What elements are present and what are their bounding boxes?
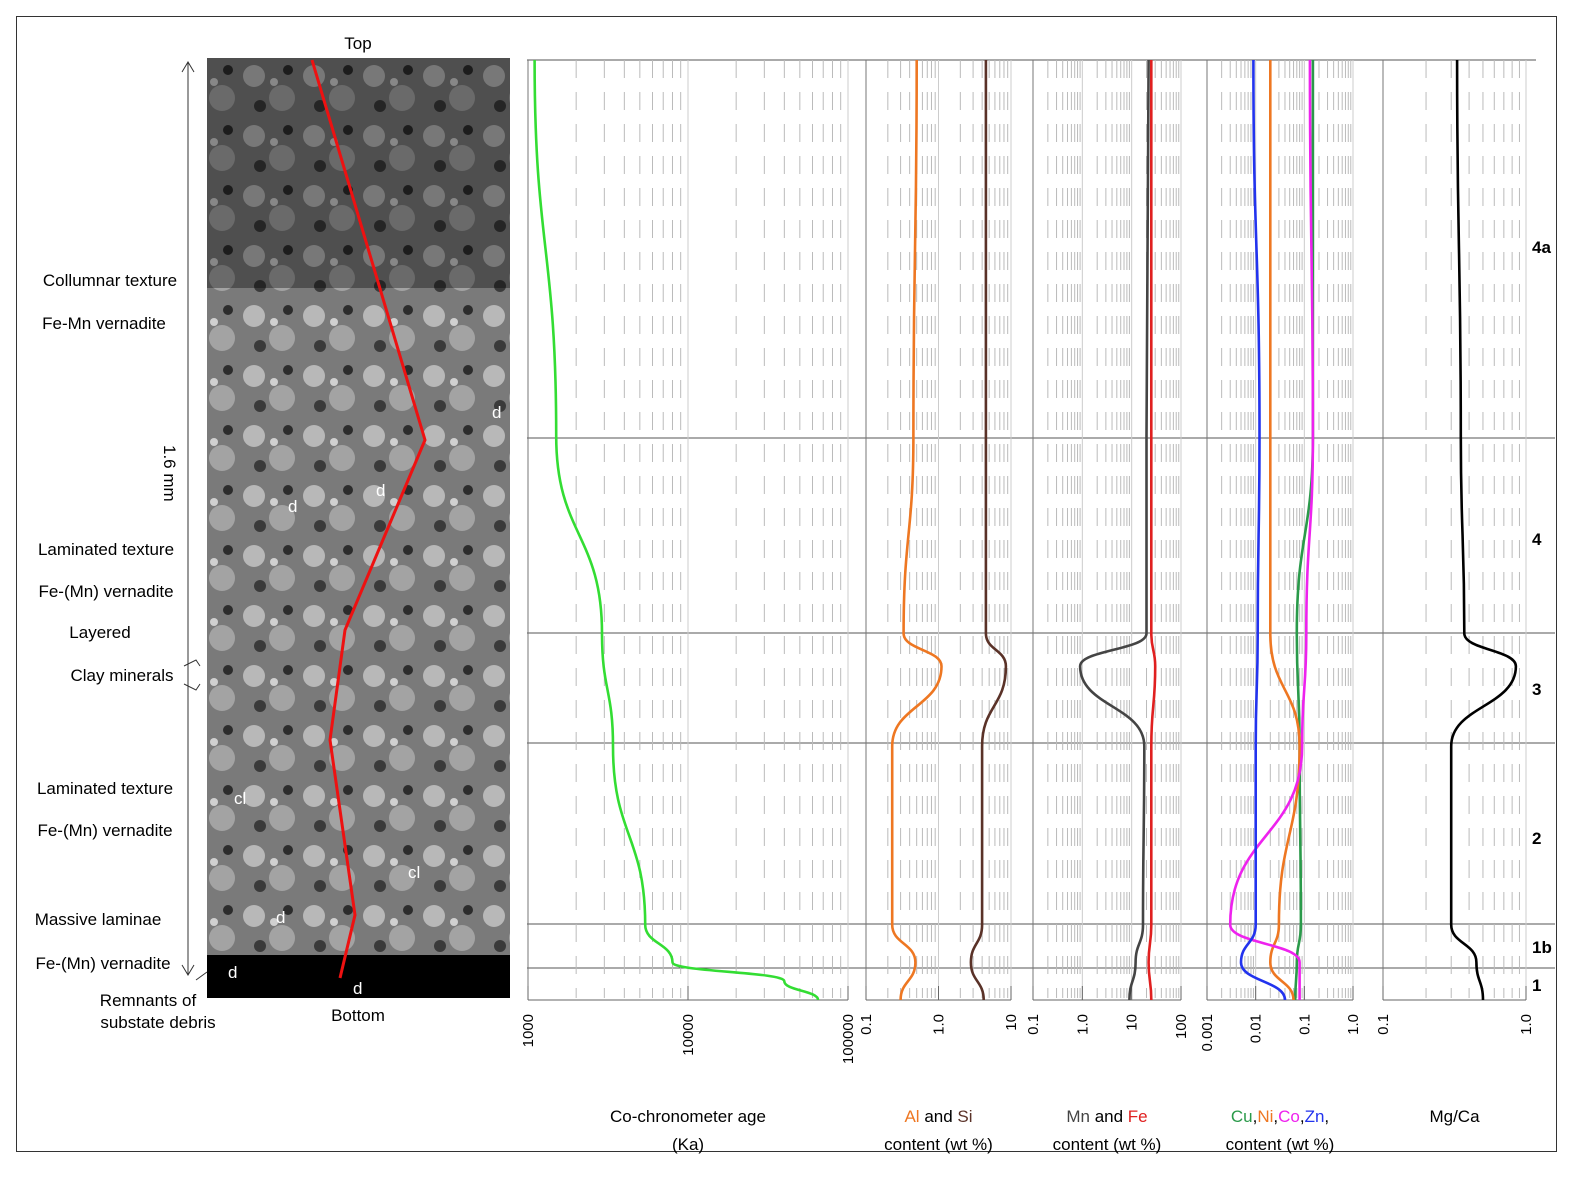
series-line-al	[890, 59, 943, 1001]
texture-label: Fe-(Mn) vernadite	[37, 821, 172, 840]
x-axis-title-part: Zn	[1305, 1107, 1325, 1126]
profile-panel: 0.1 1.0 10 100 Mn and Fe content (wt %)	[1025, 59, 1190, 1154]
x-tick-label: 0.1	[858, 1014, 875, 1035]
x-axis-title-part: Mn	[1066, 1107, 1090, 1126]
scale-bar: 1.6 mm	[160, 61, 195, 976]
d-marker: d	[376, 481, 385, 500]
series-line-ni	[1268, 59, 1301, 1001]
x-axis-title-part: Ni	[1257, 1107, 1273, 1126]
cl-marker: cl	[408, 863, 420, 882]
profile-panels: 1000 10000 100000 Co-chronometer age (Ka) 0.1…	[520, 59, 1535, 1154]
sem-image-base	[207, 955, 510, 998]
x-axis-title-part: Co	[1278, 1107, 1300, 1126]
x-axis-title-part: and	[1090, 1107, 1128, 1126]
d-marker: d	[276, 908, 285, 927]
x-tick-label: 0.001	[1199, 1014, 1216, 1052]
x-tick-label: 1.0	[1074, 1014, 1091, 1035]
x-axis-title-part: ,	[1300, 1107, 1305, 1126]
x-axis-title-part: ,	[1253, 1107, 1258, 1126]
x-tick-label: 100	[1173, 1014, 1190, 1039]
d-marker: d	[288, 497, 297, 516]
x-axis-title-part: and	[920, 1107, 958, 1126]
figure-frame	[16, 16, 1557, 1152]
texture-label: Collumnar texture	[43, 271, 177, 290]
zone-label: 3	[1532, 680, 1541, 699]
d-marker: d	[228, 963, 237, 982]
d-marker: d	[492, 403, 501, 422]
debris-arrow-icon	[195, 971, 208, 981]
x-axis-title-part: Cu	[1231, 1107, 1253, 1126]
x-tick-label: 0.1	[1296, 1014, 1313, 1035]
texture-labels: Collumnar texture Fe-Mn vernadite Lamina…	[35, 271, 216, 1032]
sem-transect-line	[310, 59, 427, 979]
profile-panel: 0.001 0.01 0.1 1.0Cu,Ni,Co,Zn,content (wt %…	[1199, 59, 1362, 1154]
x-tick-label: 1.0	[1518, 1014, 1535, 1035]
x-tick-label: 10	[1003, 1014, 1020, 1031]
x-axis-unit: content (wt %)	[884, 1135, 993, 1154]
x-tick-label: 0.1	[1375, 1014, 1392, 1035]
texture-label: Laminated texture	[37, 779, 173, 798]
x-tick-label: 10	[1124, 1014, 1141, 1031]
texture-label: Fe-(Mn) vernadite	[38, 582, 173, 601]
clay-arrow-icon	[183, 659, 201, 667]
series-line-si	[969, 59, 1008, 1001]
x-axis-title-part: ,	[1324, 1107, 1329, 1126]
scale-arrow-up-icon	[181, 61, 195, 73]
x-axis-title: Mg/Ca	[1429, 1107, 1480, 1126]
x-tick-label: 100000	[840, 1014, 857, 1064]
x-tick-label: 1000	[520, 1014, 537, 1047]
zone-label: 2	[1532, 829, 1541, 848]
image-bottom-label: Bottom	[331, 1006, 385, 1025]
x-axis-title-part: Si	[957, 1107, 972, 1126]
zone-label: 1b	[1532, 938, 1552, 957]
x-axis-title-part: ,	[1273, 1107, 1278, 1126]
x-tick-label: 0.01	[1248, 1014, 1265, 1043]
x-tick-label: 1.0	[1345, 1014, 1362, 1035]
x-axis-title: Mn and Fe	[1066, 1107, 1147, 1126]
x-axis-title-part: Fe	[1128, 1107, 1148, 1126]
image-top-label: Top	[344, 34, 371, 53]
x-axis-unit: content (wt %)	[1053, 1135, 1162, 1154]
scale-label: 1.6 mm	[160, 445, 179, 502]
x-axis-title: Al and Si	[904, 1107, 972, 1126]
profile-panel: 1000 10000 100000 Co-chronometer age (Ka)	[520, 59, 857, 1154]
zone-label: 1	[1532, 976, 1541, 995]
zone-label: 4	[1532, 530, 1542, 549]
zone-label: 4a	[1532, 238, 1551, 257]
x-axis-title: Cu,Ni,Co,Zn,	[1231, 1107, 1329, 1126]
x-axis-title: Co-chronometer age	[610, 1107, 766, 1126]
texture-label: Fe-Mn vernadite	[42, 314, 166, 333]
series-line-mgca	[1449, 59, 1518, 1001]
sem-image-top-shade	[207, 58, 510, 288]
x-axis-unit: (Ka)	[672, 1135, 704, 1154]
x-tick-label: 0.1	[1025, 1014, 1042, 1035]
x-tick-label: 1.0	[931, 1014, 948, 1035]
texture-label: substate debris	[100, 1013, 215, 1032]
series-line-co	[1228, 59, 1315, 1000]
series-line-age	[533, 59, 820, 1001]
x-axis-title-part: Al	[904, 1107, 919, 1126]
texture-label: Remnants of	[100, 991, 197, 1010]
profile-panel: 0.1 1.0 Mg/Ca	[1375, 59, 1535, 1126]
texture-label: Layered	[69, 623, 130, 642]
texture-label: Massive laminae	[35, 910, 162, 929]
texture-label: Clay minerals	[71, 666, 174, 685]
d-marker: d	[353, 979, 362, 998]
texture-label: Laminated texture	[38, 540, 174, 559]
profile-panel: 0.1 1.0 10 Al and Si content (wt %)	[858, 59, 1020, 1154]
clay-arrow-icon	[183, 683, 201, 691]
x-axis-unit: content (wt %)	[1226, 1135, 1335, 1154]
zone-boundaries	[527, 59, 1555, 969]
zone-labels: 4a 4 3 2 1b 1	[1532, 238, 1552, 995]
scale-arrow-down-icon	[181, 964, 195, 976]
series-line-mn	[1078, 59, 1150, 1001]
sem-image: Top Bottom d d d d d d cl cl	[207, 34, 510, 1025]
cl-marker: cl	[234, 789, 246, 808]
series-line-fe	[1147, 59, 1157, 1001]
texture-label: Fe-(Mn) vernadite	[35, 954, 170, 973]
series-line-zn	[1239, 59, 1287, 1001]
x-tick-label: 10000	[680, 1014, 697, 1056]
